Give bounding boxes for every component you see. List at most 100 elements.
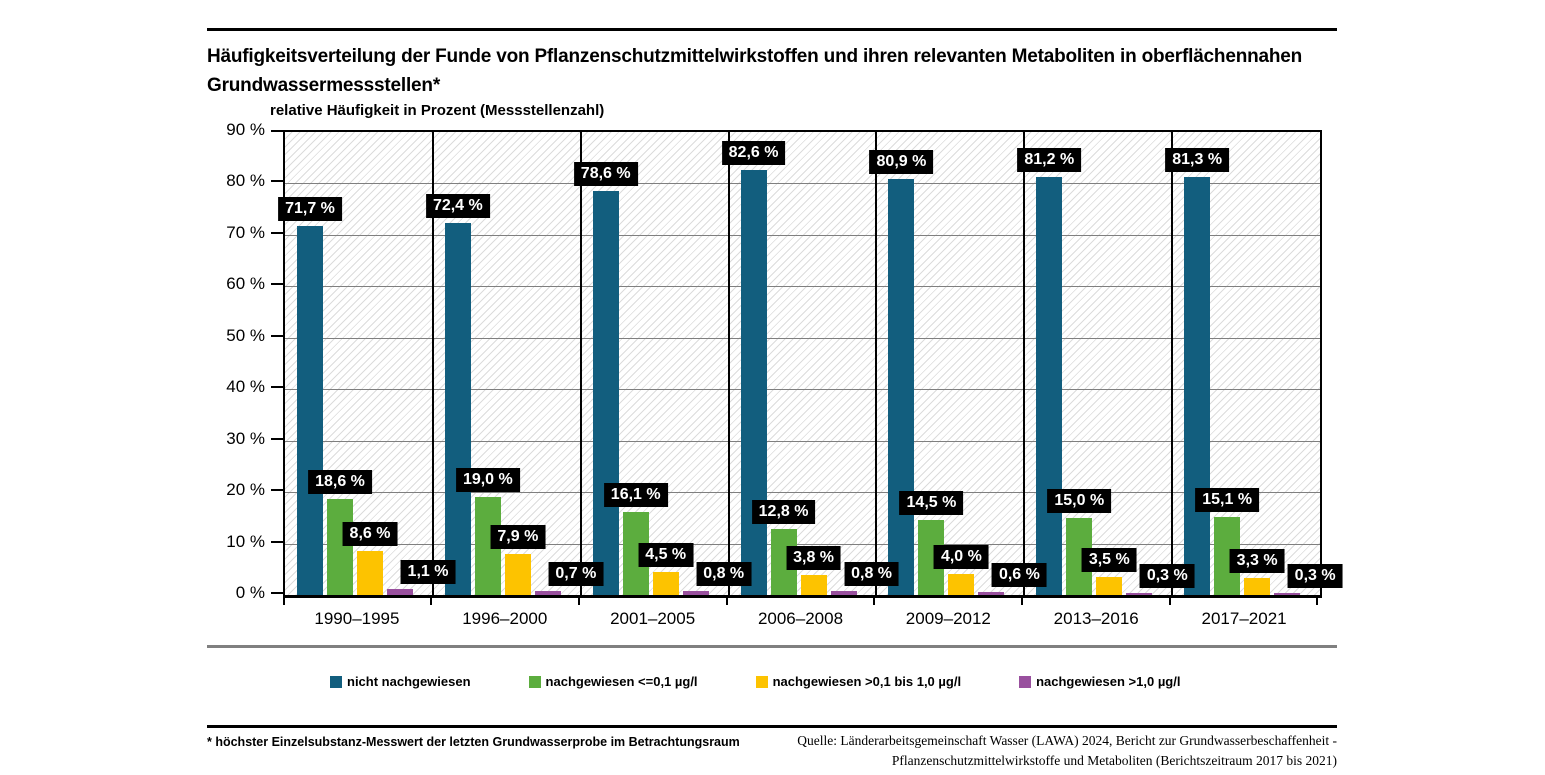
bar-value-label: 12,8 % (751, 500, 816, 525)
y-axis-label: 60 % (226, 274, 265, 294)
gridline (285, 234, 1320, 236)
panel-divider (1171, 132, 1174, 595)
source-text: Quelle: Länderarbeitsgemeinschaft Wasser… (700, 731, 1337, 771)
y-axis-tick (271, 130, 283, 132)
bar-series-4 (830, 590, 857, 595)
panel-divider (875, 132, 878, 595)
source-line-2: Pflanzenschutzmittelwirkstoffe und Metab… (891, 753, 1337, 768)
bar-value-label: 3,3 % (1229, 549, 1285, 574)
bar-value-label: 19,0 % (455, 468, 520, 493)
gridline (285, 183, 1320, 185)
footnote: * höchster Einzelsubstanz-Messwert der l… (207, 735, 740, 749)
category-panel: 80,9 % 14,5 % 4,0 % 0,6 % (869, 132, 1047, 595)
x-axis-label: 1990–1995 (314, 609, 400, 628)
legend-swatch-3 (755, 675, 768, 688)
bar-value-label: 0,3 % (1287, 564, 1343, 588)
bar-series-1 (740, 170, 767, 595)
bar-series-4 (1274, 593, 1301, 595)
y-axis-tick (271, 231, 283, 234)
plot-area: 71,7 % 18,6 % 8,6 % 1,1 % 72,4 % 19,0 % 7,9 % 0… (278, 130, 1343, 598)
bar-value-label: 15,0 % (1047, 488, 1112, 513)
bar-series-1 (888, 178, 915, 595)
bar-value-label: 4,0 % (933, 545, 989, 570)
y-axis-tick (271, 437, 283, 440)
bar-series-3 (1096, 577, 1123, 595)
panel-divider (431, 132, 434, 595)
legend-item-2: nachgewiesen <=0,1 µg/l (528, 674, 698, 689)
legend-label: nicht nachgewiesen (347, 674, 471, 689)
bar-value-label: 7,9 % (490, 525, 546, 550)
legend: nicht nachgewiesen nachgewiesen <=0,1 µg/… (330, 674, 1180, 689)
bar-series-4 (682, 590, 709, 595)
category-panel: 71,7 % 18,6 % 8,6 % 1,1 % (278, 132, 456, 595)
legend-divider-rule (207, 645, 1337, 648)
bar-series-4 (534, 591, 561, 595)
category-panel: 82,6 % 12,8 % 3,8 % 0,8 % (721, 132, 900, 595)
x-axis-tick (577, 596, 580, 605)
bar-series-1 (1184, 176, 1211, 595)
category-panel: 78,6 % 16,1 % 4,5 % 0,8 % (573, 132, 752, 595)
bar-value-label: 0,8 % (696, 561, 752, 586)
y-axis-label: 50 % (226, 325, 265, 345)
category-panel: 81,2 % 15,0 % 3,5 % 0,3 % (1017, 132, 1195, 595)
x-axis-label: 1996–2000 (462, 609, 548, 628)
bar-series-3 (948, 574, 975, 595)
y-axis-label: 30 % (226, 428, 265, 448)
bar-value-label: 82,6 % (721, 141, 786, 166)
bar-value-label: 14,5 % (899, 491, 964, 516)
y-axis-tick (271, 180, 283, 183)
y-axis-tick (271, 540, 283, 543)
y-axis-label: 20 % (226, 480, 265, 500)
legend-swatch-2 (528, 675, 541, 688)
bar-series-1 (592, 190, 619, 595)
bar-value-label: 81,3 % (1165, 147, 1230, 172)
bar-value-label: 3,8 % (786, 546, 842, 571)
bar-value-label: 3,5 % (1081, 547, 1137, 572)
x-axis-label: 2006–2008 (757, 609, 844, 628)
x-axis-labels: 1990–1995 1996–2000 2001–2005 2006–2008 2009… (283, 609, 1318, 633)
y-axis-tick (271, 592, 283, 594)
bar-value-label: 18,6 % (308, 470, 372, 495)
y-axis-tick (271, 334, 283, 337)
y-axis-label: 70 % (226, 222, 265, 242)
legend-item-3: nachgewiesen >0,1 bis 1,0 µg/l (755, 674, 961, 689)
bar-value-label: 72,4 % (425, 193, 490, 218)
source-line-1: Quelle: Länderarbeitsgemeinschaft Wasser… (797, 733, 1337, 748)
gridline (285, 440, 1320, 442)
bar-value-label: 1,1 % (400, 560, 456, 585)
gridline (285, 543, 1320, 545)
y-axis-label: 80 % (226, 171, 265, 191)
bar-series-3 (652, 571, 679, 595)
bar-value-label: 0,3 % (1139, 564, 1195, 588)
legend-label: nachgewiesen <=0,1 µg/l (545, 674, 698, 689)
x-axis-tick (873, 596, 876, 605)
bar-series-1 (297, 226, 323, 595)
bar-value-label: 78,6 % (573, 161, 638, 186)
y-axis-label: 90 % (226, 120, 265, 139)
legend-item-4: nachgewiesen >1,0 µg/l (1019, 674, 1180, 689)
bar-series-4 (1126, 593, 1153, 595)
bar-series-3 (800, 575, 827, 595)
panel-divider (579, 132, 582, 595)
x-axis-tick (725, 596, 728, 605)
bar-value-label: 15,1 % (1195, 488, 1260, 513)
y-axis-tick (271, 386, 283, 389)
x-axis-label: 2017–2021 (1201, 609, 1287, 628)
panel-divider (1023, 132, 1026, 595)
legend-item-1: nicht nachgewiesen (330, 674, 471, 689)
bar-series-1 (444, 222, 471, 595)
legend-swatch-1 (330, 675, 342, 688)
x-axis-label: 2009–2012 (905, 609, 991, 628)
bar-value-label: 16,1 % (603, 483, 668, 508)
y-axis-label: 0 % (235, 583, 265, 602)
bar-value-label: 0,7 % (548, 562, 604, 587)
category-panel: 81,3 % 15,1 % 3,3 % 0,3 % (1165, 132, 1343, 595)
y-axis-caption: relative Häufigkeit in Prozent (Messstel… (270, 102, 605, 119)
x-axis-tick (1316, 596, 1318, 605)
chart-title: Häufigkeitsverteilung der Funde von Pfla… (207, 46, 1303, 96)
bar-value-label: 81,2 % (1017, 148, 1082, 173)
x-axis-tick (283, 596, 285, 605)
y-axis-label: 40 % (226, 377, 265, 397)
bar-value-label: 4,5 % (638, 542, 694, 567)
